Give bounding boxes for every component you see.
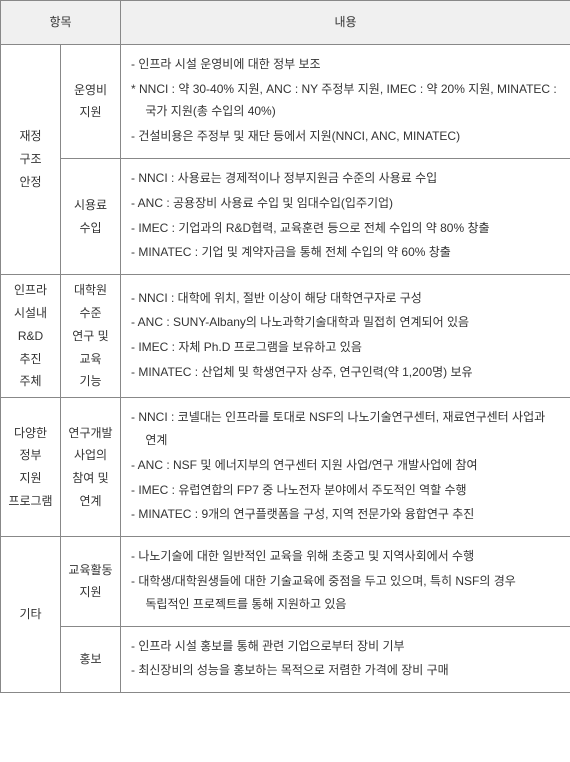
category-2: 교육활동지원: [61, 537, 121, 626]
content-line: - NNCI : 코넬대는 인프라를 토대로 NSF의 나노기술연구센터, 재료…: [131, 406, 560, 452]
content-line: * NNCI : 약 30-40% 지원, ANC : NY 주정부 지원, I…: [131, 78, 560, 124]
header-item: 항목: [1, 1, 121, 45]
comparison-table: 항목 내용 재정구조안정운영비지원- 인프라 시설 운영비에 대한 정부 보조*…: [0, 0, 570, 693]
content-cell: - 나노기술에 대한 일반적인 교육을 위해 초중고 및 지역사회에서 수행- …: [121, 537, 570, 626]
category-1: 인프라시설내R&D추진주체: [1, 275, 61, 398]
table-row: 인프라시설내R&D추진주체대학원수준연구 및교육기능- NNCI : 대학에 위…: [1, 275, 570, 398]
category-1: 다양한정부지원프로그램: [1, 398, 61, 537]
content-line: - ANC : SUNY-Albany의 나노과학기술대학과 밀접히 연계되어 …: [131, 311, 560, 334]
content-line: - 최신장비의 성능을 홍보하는 목적으로 저렴한 가격에 장비 구매: [131, 659, 560, 682]
table-row: 재정구조안정운영비지원- 인프라 시설 운영비에 대한 정부 보조* NNCI …: [1, 44, 570, 158]
content-line: - MINATEC : 9개의 연구플랫폼을 구성, 지역 전문가와 융합연구 …: [131, 503, 560, 526]
content-cell: - NNCI : 코넬대는 인프라를 토대로 NSF의 나노기술연구센터, 재료…: [121, 398, 570, 537]
category-2: 연구개발사업의참여 및연계: [61, 398, 121, 537]
table-row: 기타교육활동지원- 나노기술에 대한 일반적인 교육을 위해 초중고 및 지역사…: [1, 537, 570, 626]
content-line: - 대학생/대학원생들에 대한 기술교육에 중점을 두고 있으며, 특히 NSF…: [131, 570, 560, 616]
content-line: - 인프라 시설 홍보를 통해 관련 기업으로부터 장비 기부: [131, 635, 560, 658]
content-line: - 건설비용은 주정부 및 재단 등에서 지원(NNCI, ANC, MINAT…: [131, 125, 560, 148]
content-line: - MINATEC : 산업체 및 학생연구자 상주, 연구인력(약 1,200…: [131, 361, 560, 384]
content-cell: - 인프라 시설 운영비에 대한 정부 보조* NNCI : 약 30-40% …: [121, 44, 570, 158]
content-line: - ANC : NSF 및 에너지부의 연구센터 지원 사업/연구 개발사업에 …: [131, 454, 560, 477]
content-line: - IMEC : 기업과의 R&D협력, 교육훈련 등으로 전체 수입의 약 8…: [131, 217, 560, 240]
content-line: - 나노기술에 대한 일반적인 교육을 위해 초중고 및 지역사회에서 수행: [131, 545, 560, 568]
table-header-row: 항목 내용: [1, 1, 570, 45]
table-row: 시용료수입- NNCI : 사용료는 경제적이나 정부지원금 수준의 사용료 수…: [1, 158, 570, 274]
content-line: - IMEC : 자체 Ph.D 프로그램을 보유하고 있음: [131, 336, 560, 359]
category-2: 홍보: [61, 626, 121, 693]
category-1: 기타: [1, 537, 61, 693]
header-content: 내용: [121, 1, 570, 45]
content-cell: - 인프라 시설 홍보를 통해 관련 기업으로부터 장비 기부- 최신장비의 성…: [121, 626, 570, 693]
category-2: 대학원수준연구 및교육기능: [61, 275, 121, 398]
table-row: 홍보- 인프라 시설 홍보를 통해 관련 기업으로부터 장비 기부- 최신장비의…: [1, 626, 570, 693]
content-line: - ANC : 공용장비 사용료 수입 및 임대수입(입주기업): [131, 192, 560, 215]
category-1: 재정구조안정: [1, 44, 61, 274]
content-cell: - NNCI : 사용료는 경제적이나 정부지원금 수준의 사용료 수입- AN…: [121, 158, 570, 274]
table-row: 다양한정부지원프로그램연구개발사업의참여 및연계- NNCI : 코넬대는 인프…: [1, 398, 570, 537]
category-2: 운영비지원: [61, 44, 121, 158]
content-line: - IMEC : 유럽연합의 FP7 중 나노전자 분야에서 주도적인 역할 수…: [131, 479, 560, 502]
content-line: - NNCI : 대학에 위치, 절반 이상이 해당 대학연구자로 구성: [131, 287, 560, 310]
category-2: 시용료수입: [61, 158, 121, 274]
content-line: - NNCI : 사용료는 경제적이나 정부지원금 수준의 사용료 수입: [131, 167, 560, 190]
content-line: - 인프라 시설 운영비에 대한 정부 보조: [131, 53, 560, 76]
content-line: - MINATEC : 기업 및 계약자금을 통해 전체 수입의 약 60% 창…: [131, 241, 560, 264]
content-cell: - NNCI : 대학에 위치, 절반 이상이 해당 대학연구자로 구성- AN…: [121, 275, 570, 398]
